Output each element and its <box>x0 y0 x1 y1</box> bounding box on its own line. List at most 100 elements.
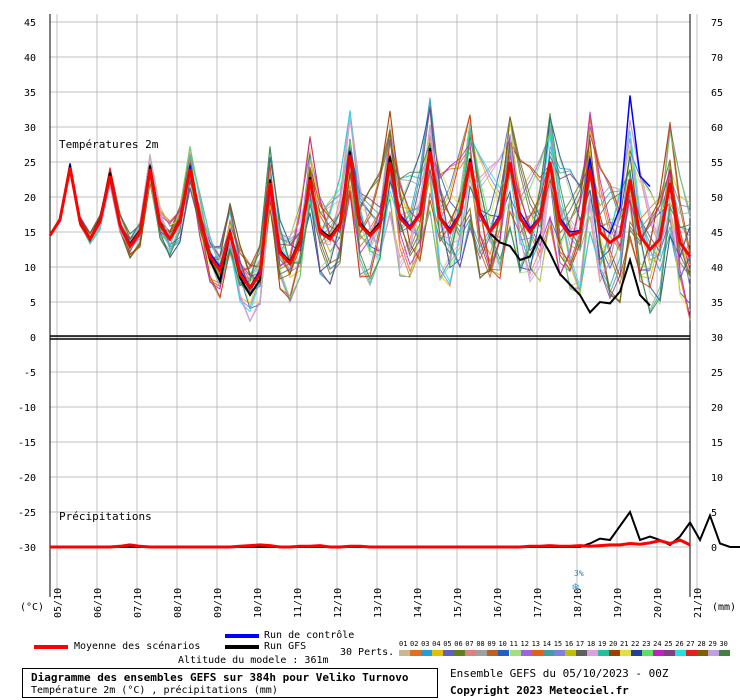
chart-title: Diagramme des ensembles GEFS sur 384h po… <box>31 671 409 684</box>
perturbation-number: 09 <box>487 640 496 648</box>
perturbation-number: 05 <box>443 640 452 648</box>
perturbation-number: 20 <box>608 640 618 648</box>
y-right-tick-label: 50 <box>711 193 723 204</box>
perturbation-swatch <box>487 650 499 656</box>
y-right-tick-label: 55 <box>711 158 723 169</box>
legend-gfs-label: Run GFS <box>264 641 307 652</box>
perturbation-swatch <box>443 650 455 656</box>
y-right-tick-label: 35 <box>711 298 723 309</box>
perturbation-number: 29 <box>708 640 717 648</box>
perturbation-swatch <box>454 650 466 656</box>
perturbation-swatch <box>719 650 731 656</box>
perturbation-line <box>49 113 691 315</box>
perturbation-number: 13 <box>531 640 541 648</box>
x-tick-label: 13/10 <box>373 588 384 618</box>
perturbation-number: 03 <box>421 640 430 648</box>
y-left-tick-label: 45 <box>24 18 36 29</box>
main-series <box>48 95 740 549</box>
perturbation-swatch <box>410 650 422 656</box>
y-right-tick-label: 60 <box>711 123 723 134</box>
perturbation-number: 07 <box>465 640 474 648</box>
perturbation-number: 06 <box>454 640 463 648</box>
y-left-tick-label: -20 <box>18 473 36 484</box>
y-left-tick-label: 5 <box>30 298 36 309</box>
gfs-precipitation-line <box>50 509 740 548</box>
x-tick-label: 18/10 <box>573 588 584 618</box>
perturbation-number: 10 <box>498 640 507 648</box>
model-altitude: Altitude du modele : 361m <box>178 655 329 666</box>
y-left-tick-label: 35 <box>24 88 36 99</box>
y-left-tick-label: -30 <box>18 543 36 554</box>
x-tick-label: 10/10 <box>253 588 264 618</box>
perturbation-number: 21 <box>620 640 629 648</box>
perturbation-swatch <box>608 650 620 656</box>
perturbation-number: 14 <box>542 640 552 648</box>
perturbation-number: 02 <box>410 640 419 648</box>
perturbation-swatch <box>399 650 410 656</box>
legend-control-label: Run de contrôle <box>264 630 355 641</box>
gfs-temperature-line <box>49 147 651 315</box>
perturbation-number: 04 <box>432 640 441 648</box>
y-right-tick-label: 70 <box>711 53 723 64</box>
x-tick-label: 09/10 <box>213 588 224 618</box>
y-right-tick-label: 20 <box>711 403 723 414</box>
perturbation-swatch <box>531 650 543 656</box>
perturbation-swatch <box>597 650 609 656</box>
y-right-tick-label: 5 <box>711 508 717 519</box>
perturbation-swatch <box>708 650 720 656</box>
x-tick-label: 12/10 <box>333 588 344 618</box>
perturbation-number: 26 <box>675 640 684 648</box>
perturbation-number: 01 <box>399 640 408 648</box>
x-tick-label: 16/10 <box>493 588 504 618</box>
perturbation-number: 25 <box>664 640 673 648</box>
perturbation-line <box>49 120 691 311</box>
perturbation-series <box>49 97 691 323</box>
y-left-tick-label: 30 <box>24 123 36 134</box>
legend-control-swatch <box>225 634 259 638</box>
y-left-tick-label: -5 <box>24 368 36 379</box>
perturbation-number: 11 <box>509 640 518 648</box>
y-right-tick-label: 40 <box>711 263 723 274</box>
x-tick-label: 05/10 <box>53 588 64 618</box>
y-right-tick-label: 45 <box>711 228 723 239</box>
x-tick-label: 17/10 <box>533 588 544 618</box>
perturbation-swatch <box>432 650 444 656</box>
x-tick-label: 21/10 <box>693 588 704 618</box>
y-right-tick-label: 65 <box>711 88 723 99</box>
perturbation-number: 28 <box>697 640 706 648</box>
perturbation-swatch <box>664 650 676 656</box>
perturbation-swatch <box>642 650 654 656</box>
y-left-tick-label: 15 <box>24 228 36 239</box>
y-left-tick-label: 40 <box>24 53 36 64</box>
ensemble-run-info: Ensemble GEFS du 05/10/2023 - 00Z <box>450 667 669 680</box>
y-right-tick-label: 75 <box>711 18 723 29</box>
perturbation-number: 17 <box>575 640 585 648</box>
title-box: Diagramme des ensembles GEFS sur 384h po… <box>22 668 438 698</box>
temperature-panel-label: Températures 2m <box>59 138 159 151</box>
perturbation-swatch <box>586 650 598 656</box>
y-right-unit-label: (mm) <box>712 602 737 613</box>
snow-probability-label: 3% <box>574 569 584 578</box>
legend-perturbations-label: 30 Perts. <box>340 647 395 658</box>
perturbation-number: 12 <box>520 640 529 648</box>
chart-axes <box>49 14 691 597</box>
chart-subtitle: Température 2m (°C) , précipitations (mm… <box>31 685 278 696</box>
x-tick-label: 06/10 <box>93 588 104 618</box>
perturbation-swatch <box>575 650 587 656</box>
x-tick-label: 08/10 <box>173 588 184 618</box>
perturbation-swatch <box>553 650 565 656</box>
perturbation-swatch <box>498 650 510 656</box>
y-left-tick-label: 0 <box>30 333 36 344</box>
perturbation-number: 27 <box>686 640 695 648</box>
mean-precipitation-line <box>50 538 691 549</box>
snowflake-icon: ❄ <box>572 580 580 594</box>
mean-temperature-line <box>48 151 692 291</box>
perturbation-swatch <box>686 650 698 656</box>
perturbation-swatch <box>675 650 687 656</box>
perturbation-number: 18 <box>586 640 596 648</box>
legend-mean-label: Moyenne des scénarios <box>74 641 201 652</box>
copyright: Copyright 2023 Meteociel.fr <box>450 684 629 697</box>
y-right-tick-label: 10 <box>711 473 723 484</box>
